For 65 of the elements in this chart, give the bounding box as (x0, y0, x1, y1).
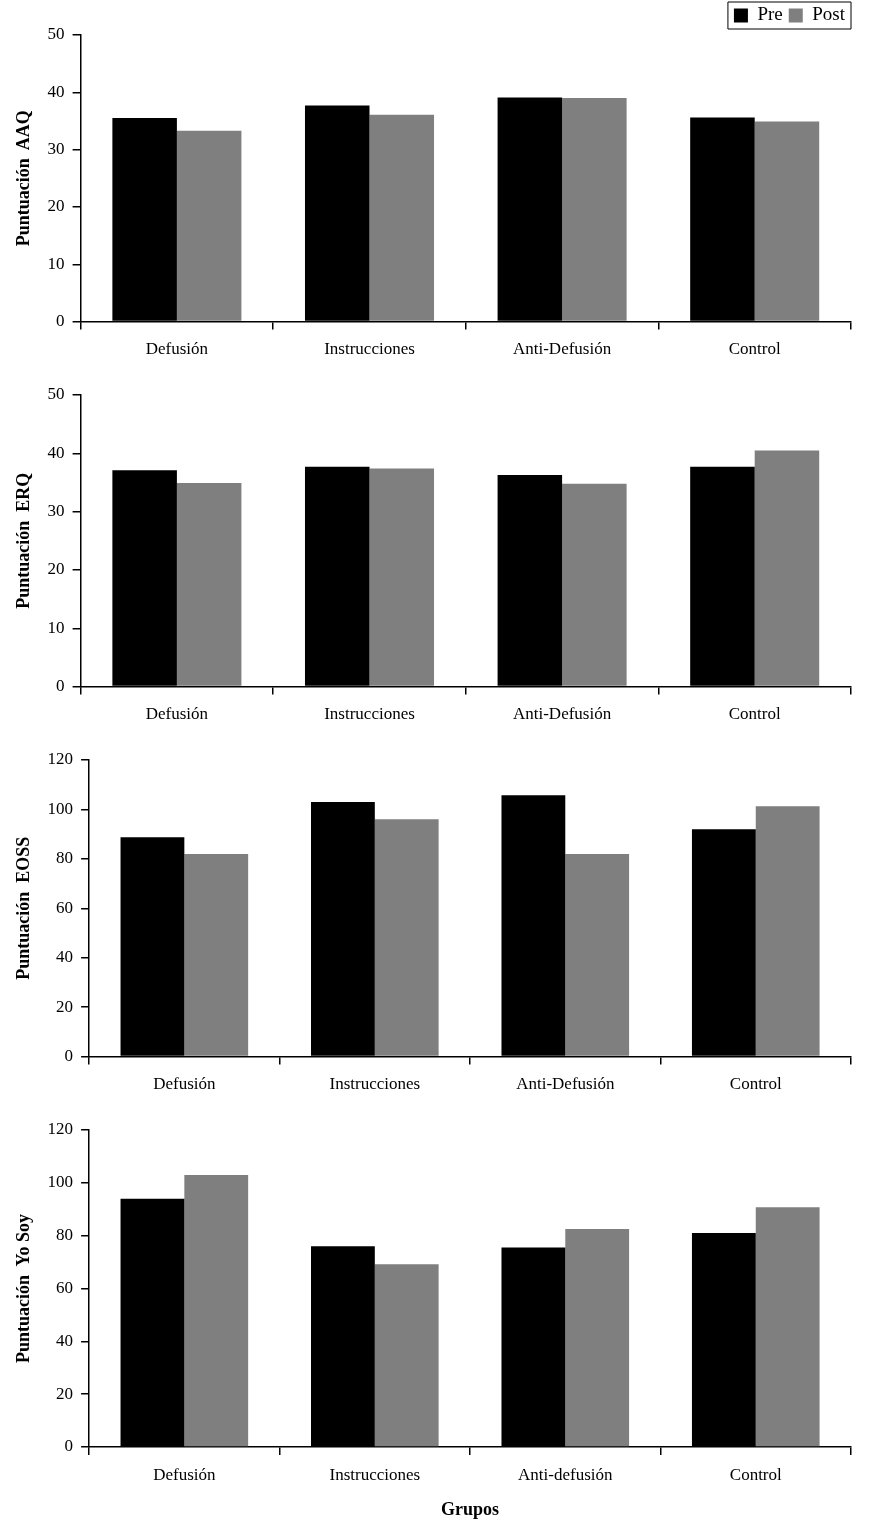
y-tick-label: 80 (56, 1225, 74, 1245)
x-tick-label: Defusión (145, 339, 209, 359)
y-axis-title: Puntuación EOSS (13, 836, 34, 980)
bar (565, 853, 630, 1056)
y-tick-label: 20 (56, 996, 74, 1016)
y-tick-label: 40 (47, 81, 65, 101)
y-tick-label: 10 (47, 253, 65, 273)
bar (755, 1207, 820, 1447)
y-tick-label: 20 (47, 196, 65, 216)
x-tick-label: Defusión (153, 1464, 216, 1484)
y-tick-label: 20 (56, 1383, 74, 1403)
y-tick-label: 0 (64, 1436, 74, 1456)
bar (562, 98, 627, 321)
bar (754, 121, 820, 321)
x-tick-label: Control (728, 704, 781, 724)
y-axis-title: Puntuación Yo Soy (13, 1214, 34, 1363)
y-tick-label: 120 (47, 749, 74, 769)
x-tick-label: Anti-Defusión (512, 339, 612, 359)
y-tick-label: 0 (56, 676, 65, 696)
y-tick-label: 80 (56, 848, 74, 868)
y-axis-title: Puntuación AAQ (13, 110, 34, 247)
y-tick-label: 50 (47, 24, 65, 44)
bar (176, 483, 242, 686)
bar (562, 483, 627, 686)
bar (184, 853, 249, 1056)
bar (755, 806, 820, 1056)
x-tick-label: Control (729, 1074, 783, 1094)
y-tick-label: 100 (47, 798, 74, 818)
y-tick-label: 40 (47, 442, 65, 462)
legend-label: Pre (757, 3, 783, 25)
x-tick-label: Defusión (153, 1074, 216, 1094)
x-tick-label: Anti-Defusión (516, 1074, 615, 1094)
legend-label: Post (812, 3, 846, 25)
x-tick-label: Anti-Defusión (512, 704, 612, 724)
y-tick-label: 60 (56, 1277, 74, 1297)
y-tick-label: 30 (47, 501, 65, 521)
x-tick-label: Anti-defusión (518, 1464, 613, 1484)
x-tick-label: Instrucciones (324, 704, 415, 724)
bar (374, 1264, 439, 1447)
y-axis-title: Puntuación ERQ (13, 472, 34, 609)
bar (369, 114, 435, 321)
x-axis-title: Grupos (441, 1498, 500, 1519)
x-tick-label: Control (729, 1464, 783, 1484)
y-tick-label: 40 (56, 947, 74, 967)
y-tick-label: 0 (64, 1046, 74, 1066)
x-tick-label: Instrucciones (329, 1464, 421, 1484)
x-tick-label: Instrucciones (329, 1074, 421, 1094)
x-tick-label: Instrucciones (324, 339, 415, 359)
bar (754, 450, 820, 686)
bar (176, 130, 242, 321)
y-tick-label: 100 (47, 1172, 74, 1192)
y-tick-label: 20 (47, 559, 65, 579)
bar (184, 1174, 249, 1447)
x-tick-label: Defusión (145, 704, 209, 724)
bar (374, 819, 439, 1056)
y-tick-label: 0 (56, 311, 65, 331)
bar (369, 468, 435, 686)
y-tick-label: 120 (47, 1119, 74, 1139)
y-tick-label: 40 (56, 1330, 74, 1350)
x-tick-label: Control (728, 339, 781, 359)
y-tick-label: 60 (56, 897, 74, 917)
y-tick-label: 30 (47, 139, 65, 159)
y-tick-label: 50 (47, 384, 65, 404)
bar (565, 1229, 630, 1447)
y-tick-label: 10 (47, 617, 65, 637)
